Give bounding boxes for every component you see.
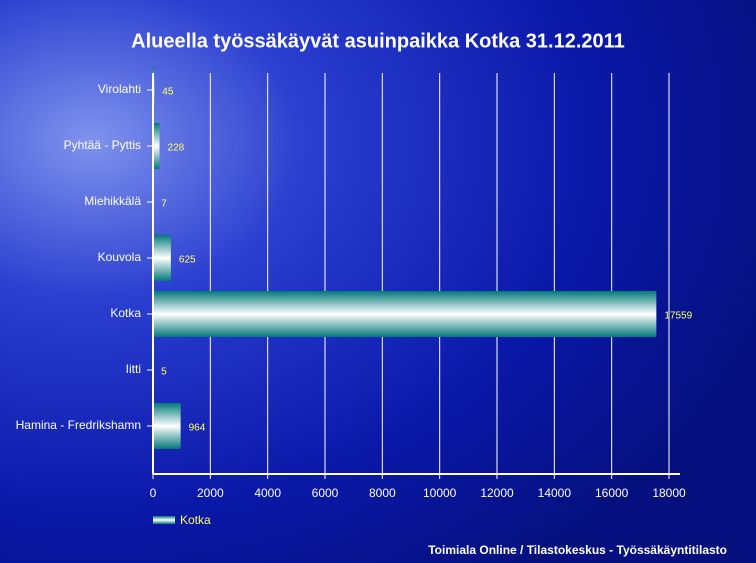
source: Toimiala Online / Tilastokeskus - Työssä… bbox=[428, 543, 727, 557]
x-tick-label: 6000 bbox=[312, 486, 339, 500]
bar bbox=[153, 123, 160, 169]
y-tick-label: Iitti bbox=[126, 362, 141, 376]
value-label: 964 bbox=[189, 423, 206, 434]
value-label: 5 bbox=[161, 367, 167, 378]
x-tick-label: 16000 bbox=[595, 486, 629, 500]
x-tick-label: 4000 bbox=[254, 486, 281, 500]
value-label: 45 bbox=[162, 87, 174, 98]
y-tick-label: Kotka bbox=[110, 306, 141, 320]
x-tick-label: 0 bbox=[150, 486, 157, 500]
x-tick-label: 14000 bbox=[538, 486, 572, 500]
x-tick-label: 2000 bbox=[197, 486, 224, 500]
bar bbox=[153, 403, 181, 449]
x-tick-label: 18000 bbox=[652, 486, 686, 500]
value-label: 17559 bbox=[664, 311, 692, 322]
x-tick-label: 10000 bbox=[423, 486, 457, 500]
y-tick-label: Virolahti bbox=[98, 82, 141, 96]
value-label: 7 bbox=[161, 199, 167, 210]
x-tick-label: 8000 bbox=[369, 486, 396, 500]
legend-swatch bbox=[153, 516, 175, 524]
y-tick-label: Miehikkälä bbox=[84, 194, 141, 208]
bar bbox=[153, 291, 657, 337]
chart-title: Alueella työssäkäyvät asuinpaikka Kotka … bbox=[131, 30, 625, 52]
y-tick-label: Hamina - Fredrikshamn bbox=[16, 418, 141, 432]
y-tick-label: Kouvola bbox=[98, 250, 142, 264]
y-tick-label: Pyhtää - Pyttis bbox=[64, 138, 141, 152]
x-tick-label: 12000 bbox=[480, 486, 514, 500]
value-label: 228 bbox=[168, 143, 185, 154]
legend-label: Kotka bbox=[180, 513, 211, 527]
value-label: 625 bbox=[179, 255, 196, 266]
bar bbox=[153, 235, 171, 281]
